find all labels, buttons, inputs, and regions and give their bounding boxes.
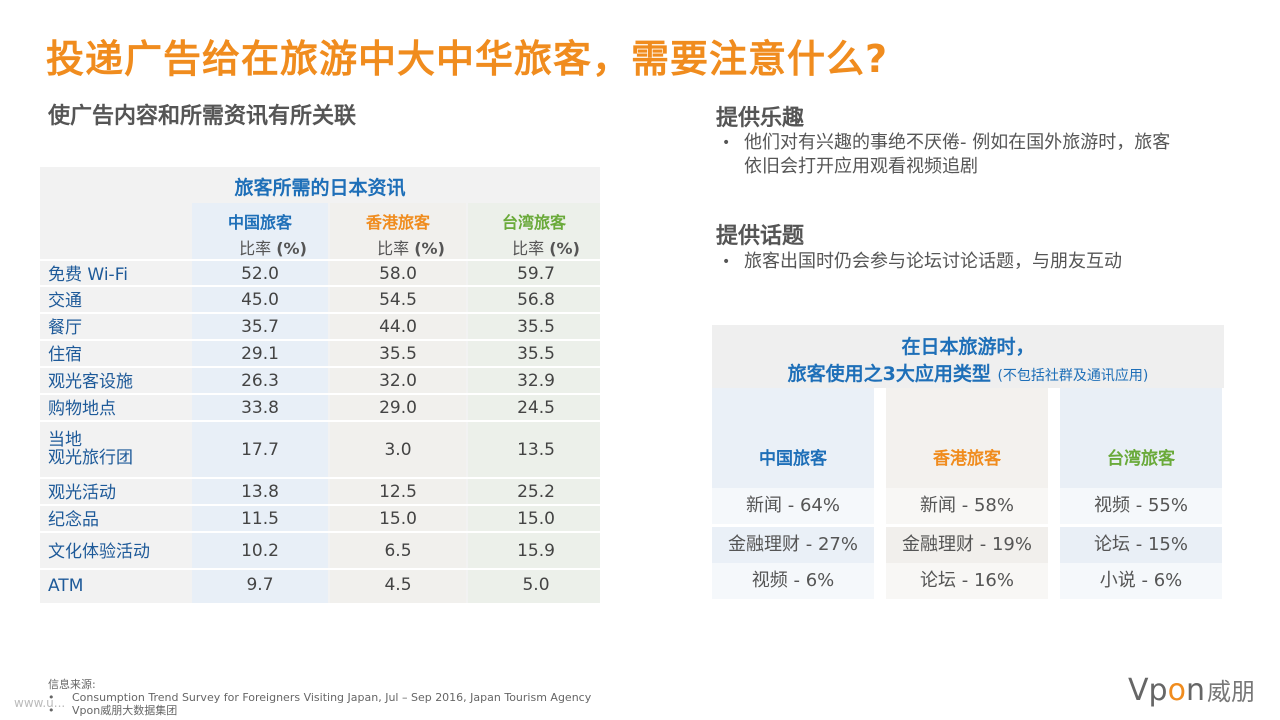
app-item: 论坛 - 16% [886, 563, 1048, 599]
cell-tw: 59.7 [517, 264, 555, 284]
source-1: Consumption Trend Survey for Foreigners … [72, 691, 592, 704]
section-subtitle: 使广告内容和所需资讯有所关联 [48, 104, 357, 129]
row-label: 文化体验活动 [48, 542, 150, 562]
apps-col-hk: 香港旅客 新闻 - 58% 金融理财 - 19% 论坛 - 16% [886, 388, 1048, 663]
cell-cn: 33.8 [241, 398, 279, 418]
app-item: 金融理财 - 27% [712, 527, 874, 563]
app-item: 新闻 - 58% [886, 488, 1048, 524]
cell-tw: 15.0 [517, 509, 555, 529]
row-label: 购物地点 [48, 399, 116, 419]
header-hk: 香港旅客 [365, 213, 430, 232]
app-item: 论坛 - 15% [1060, 527, 1222, 563]
table-title: 旅客所需的日本资讯 [234, 177, 406, 199]
app-item: 视频 - 6% [712, 563, 874, 599]
apps-title-line1: 在日本旅游时， [901, 336, 1035, 358]
apps-col-tw: 台湾旅客 视频 - 55% 论坛 - 15% 小说 - 6% [1060, 388, 1222, 663]
cell-cn: 13.8 [241, 482, 279, 502]
cell-tw: 35.5 [517, 344, 555, 364]
header-cn: 中国旅客 [227, 213, 292, 232]
apps-col-header: 台湾旅客 [1107, 449, 1175, 469]
row-label: 观光客设施 [48, 372, 133, 392]
source-label: 信息来源: [48, 678, 96, 691]
cell-cn: 11.5 [241, 509, 279, 529]
fun-heading: 提供乐趣 [716, 106, 805, 131]
source-footer: 信息来源: • Consumption Trend Survey for For… [48, 678, 591, 717]
page-title: 投递广告给在旅游中大中华旅客，需要注意什么? [46, 37, 889, 81]
bullet-dot: • [722, 135, 731, 151]
row-label: 当地 观光旅行团 [48, 430, 133, 468]
bullet-dot: • [48, 704, 55, 717]
cell-cn: 9.7 [246, 575, 274, 595]
apps-col-cn: 中国旅客 新闻 - 64% 金融理财 - 27% 视频 - 6% [712, 388, 874, 663]
unit-hk: 比率 (%) [377, 239, 445, 258]
row-label: ATM [48, 576, 84, 596]
cell-hk: 54.5 [379, 290, 417, 310]
app-item: 新闻 - 64% [712, 488, 874, 524]
topics-bullet: • 旅客出国时仍会参与论坛讨论话题，与朋友互动 [722, 251, 1122, 272]
apps-col-header: 香港旅客 [933, 449, 1001, 469]
cell-hk: 35.5 [379, 344, 417, 364]
cell-tw: 13.5 [517, 440, 555, 460]
fun-bullet: • 他们对有兴趣的事绝不厌倦- 例如在国外旅游时，旅客 依旧会打开应用观看视频追… [722, 132, 1171, 177]
cell-tw: 56.8 [517, 290, 555, 310]
cell-hk: 15.0 [379, 509, 417, 529]
row-label: 住宿 [48, 345, 82, 365]
cell-tw: 24.5 [517, 398, 555, 418]
cell-tw: 25.2 [517, 482, 555, 502]
cell-hk: 58.0 [379, 264, 417, 284]
cell-hk: 29.0 [379, 398, 417, 418]
cell-cn: 17.7 [241, 440, 279, 460]
bullet-dot: • [48, 691, 55, 704]
cell-cn: 35.7 [241, 317, 279, 337]
vpon-logo: Vpon威朋 [1128, 673, 1255, 708]
row-label: 观光活动 [48, 483, 116, 503]
source-2: Vpon威朋大数据集团 [72, 704, 178, 717]
header-tw: 台湾旅客 [501, 213, 566, 232]
cell-hk: 6.5 [384, 541, 412, 561]
cell-tw: 32.9 [517, 371, 555, 391]
cell-cn: 52.0 [241, 264, 279, 284]
watermark: www.u... [14, 696, 66, 710]
unit-tw: 比率 (%) [512, 239, 580, 258]
cell-hk: 44.0 [379, 317, 417, 337]
cell-cn: 45.0 [241, 290, 279, 310]
cell-hk: 4.5 [384, 575, 412, 595]
apps-title-line2: 旅客使用之3大应用类型 (不包括社群及通讯应用) [787, 363, 1149, 385]
cell-hk: 32.0 [379, 371, 417, 391]
unit-cn: 比率 (%) [239, 239, 307, 258]
row-label: 交通 [48, 291, 82, 311]
apps-col-header: 中国旅客 [759, 449, 827, 469]
app-item: 小说 - 6% [1060, 563, 1222, 599]
cell-hk: 12.5 [379, 482, 417, 502]
cell-cn: 29.1 [241, 344, 279, 364]
app-item: 金融理财 - 19% [886, 527, 1048, 563]
bullet-dot: • [722, 254, 731, 270]
row-label: 餐厅 [48, 318, 82, 338]
cell-tw: 35.5 [517, 317, 555, 337]
cell-cn: 26.3 [241, 371, 279, 391]
cell-tw: 5.0 [522, 575, 550, 595]
row-label: 纪念品 [48, 510, 99, 530]
row-label: 免费 Wi-Fi [48, 265, 128, 285]
cell-cn: 10.2 [241, 541, 279, 561]
app-item: 视频 - 55% [1060, 488, 1222, 524]
cell-tw: 15.9 [517, 541, 555, 561]
topics-heading: 提供话题 [716, 224, 805, 249]
cell-hk: 3.0 [384, 440, 412, 460]
